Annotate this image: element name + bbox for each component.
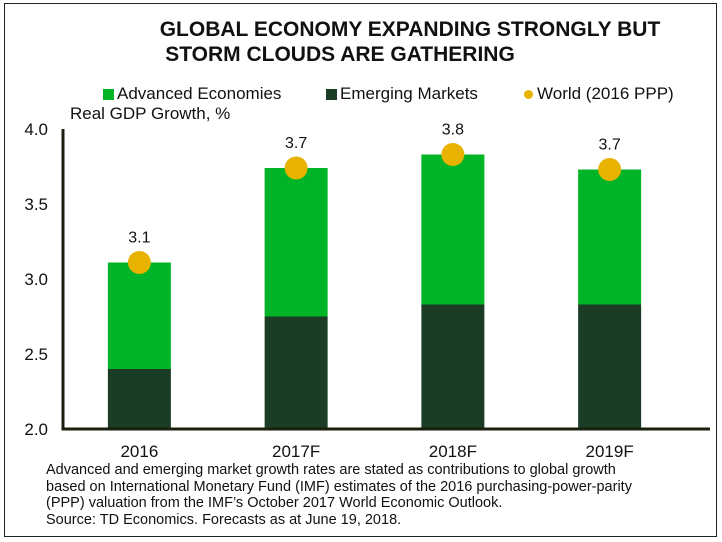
bar-advanced-economies	[264, 168, 328, 317]
bar-advanced-economies	[107, 262, 171, 369]
footnote: Advanced and emerging market growth rate…	[46, 462, 706, 528]
legend-label-world: World (2016 PPP)	[537, 84, 674, 103]
legend-item-world: World (2016 PPP)	[524, 84, 674, 104]
point-world	[441, 143, 465, 166]
data-label: 3.7	[599, 137, 621, 154]
data-label: 3.7	[285, 135, 307, 152]
x-tick-label: 2019F	[586, 442, 634, 461]
bar-advanced-economies	[421, 154, 485, 305]
data-label: 3.1	[128, 230, 150, 247]
y-tick-label: 2.5	[24, 345, 48, 364]
footnote-line: (PPP) valuation from the IMF’s October 2…	[46, 495, 503, 512]
y-axis-label: Real GDP Growth, %	[70, 104, 231, 123]
bar-emerging-markets	[107, 369, 171, 429]
point-world	[127, 251, 151, 274]
y-tick-label: 4.0	[24, 120, 48, 139]
legend-label-advanced: Advanced Economies	[117, 84, 282, 103]
bar-emerging-markets	[578, 304, 642, 429]
legend-item-emerging: Emerging Markets	[326, 84, 478, 104]
legend-item-advanced: Advanced Economies	[103, 84, 281, 104]
footnote-line: Advanced and emerging market growth rate…	[46, 462, 616, 478]
y-tick-label: 2.0	[24, 420, 48, 439]
legend-swatch-advanced	[103, 88, 114, 100]
point-world	[284, 156, 308, 180]
y-tick-label: 3.5	[24, 195, 48, 214]
footnote-line: based on International Monetary Fund (IM…	[46, 478, 632, 495]
bar-emerging-markets	[421, 304, 485, 429]
x-tick-label: 2017F	[272, 442, 320, 461]
x-tick-label: 2016	[120, 442, 158, 461]
chart-title-line-2: STORM CLOUDS ARE GATHERING	[165, 43, 515, 66]
legend-marker-world	[524, 89, 533, 99]
x-tick-label: 2018F	[429, 442, 477, 461]
chart-title-line-1: GLOBAL ECONOMY EXPANDING STRONGLY BUT	[159, 18, 661, 41]
footnote-line: Source: TD Economics. Forecasts as at Ju…	[46, 511, 402, 528]
bar-emerging-markets	[264, 316, 328, 429]
bar-advanced-economies	[578, 169, 642, 305]
chart-frame	[4, 3, 717, 537]
legend-swatch-emerging	[326, 88, 337, 100]
data-label: 3.8	[442, 122, 464, 139]
point-world	[598, 158, 622, 181]
legend-label-emerging: Emerging Markets	[340, 84, 478, 103]
y-tick-label: 3.0	[24, 270, 48, 289]
